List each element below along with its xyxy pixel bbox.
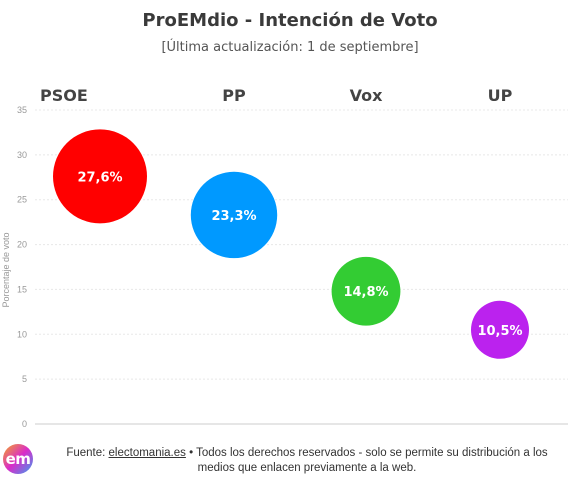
y-axis-label: Porcentaje de voto (1, 232, 11, 307)
party-label-vox: Vox (350, 86, 384, 105)
y-tick-label: 5 (22, 374, 27, 384)
value-label-vox: 14,8% (343, 285, 388, 300)
party-labels: PSOE PP Vox UP (40, 86, 513, 105)
electomania-logo: em (3, 444, 33, 474)
footer-suffix: • Todos los derechos reservados - solo s… (185, 447, 548, 474)
party-label-psoe: PSOE (40, 86, 88, 105)
y-tick-label: 10 (17, 329, 27, 339)
bubbles: 27,6% 23,3% 14,8% 10,5% (53, 129, 529, 359)
value-label-up: 10,5% (477, 324, 522, 339)
footer-note: Fuente: electomania.es • Todos los derec… (52, 446, 562, 476)
bubble-psoe[interactable] (53, 129, 147, 224)
y-axis-ticks: 0 5 10 15 20 25 30 35 (17, 105, 27, 429)
footer-prefix: Fuente: (66, 447, 109, 459)
bubble-pp[interactable] (190, 171, 278, 259)
y-tick-label: 25 (17, 195, 27, 205)
party-label-up: UP (488, 86, 513, 105)
logo-text: em (5, 450, 31, 468)
y-tick-label: 15 (17, 284, 27, 294)
value-label-pp: 23,3% (211, 209, 256, 224)
y-tick-label: 0 (22, 419, 27, 429)
source-link[interactable]: electomania.es (108, 447, 186, 459)
value-label-psoe: 27,6% (77, 170, 122, 185)
bubble-up[interactable] (471, 300, 529, 359)
chart-subtitle: [Última actualización: 1 de septiembre] (161, 40, 419, 55)
bubble-chart: 0 5 10 15 20 25 30 35 Porcentaje de voto PSOE PP… (1, 86, 568, 429)
y-tick-label: 30 (17, 150, 27, 160)
party-label-pp: PP (222, 86, 246, 105)
y-tick-label: 35 (17, 105, 27, 115)
bubble-vox[interactable] (331, 256, 401, 326)
y-tick-label: 20 (17, 240, 27, 250)
chart-title: ProEMdio - Intención de Voto (142, 10, 438, 31)
